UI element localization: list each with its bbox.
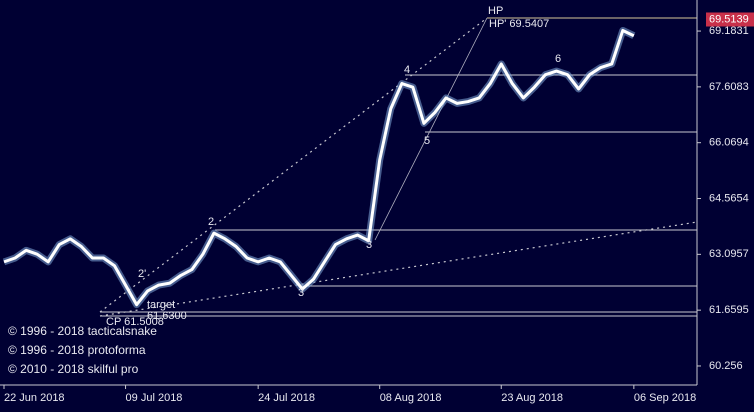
x-tick-label: 09 Jul 2018 — [126, 392, 183, 404]
y-tick-label: 63.0957 — [709, 248, 749, 260]
price-tag-label: 69.5139 — [709, 13, 749, 25]
trend-line — [374, 17, 488, 241]
annotation: HP' 69.5407 — [489, 18, 549, 30]
levels — [99, 17, 698, 317]
annotation: 3 — [366, 239, 372, 251]
annotation: 3 — [298, 287, 304, 299]
y-tick-label: 67.6083 — [709, 81, 749, 93]
y-tick-label: 69.1831 — [709, 25, 749, 37]
y-tick-label: 64.5654 — [709, 192, 749, 204]
y-tick-label: 66.0694 — [709, 137, 749, 149]
annotation: 2 — [208, 216, 214, 228]
line — [3, 28, 635, 307]
x-tick-label: 06 Sep 2018 — [634, 392, 696, 404]
annotation: 61.6300 — [147, 310, 187, 322]
price-tag — [706, 12, 754, 27]
y-tick-label: 60.256 — [709, 360, 743, 372]
x-tick-label: 23 Aug 2018 — [501, 392, 563, 404]
copyright: © 1996 - 2018 tacticalsnake — [8, 324, 157, 338]
annotation: target — [147, 299, 175, 311]
x-tick-label: 24 Jul 2018 — [258, 392, 315, 404]
annotation: 6 — [555, 53, 561, 65]
y-tick-label: 61.6595 — [709, 304, 749, 316]
annotation: CP 61.5008 — [106, 316, 164, 328]
annotation: 4 — [404, 64, 410, 76]
copyright: © 1996 - 2018 protoforma — [8, 343, 146, 357]
x-tick-label: 08 Aug 2018 — [380, 392, 442, 404]
x-tick-label: 22 Jun 2018 — [4, 392, 65, 404]
annotation: 5 — [424, 135, 430, 147]
annotation: HP — [488, 5, 503, 17]
annotation: 2' — [138, 268, 146, 280]
copyright: © 2010 - 2018 skilful pro — [8, 362, 139, 376]
